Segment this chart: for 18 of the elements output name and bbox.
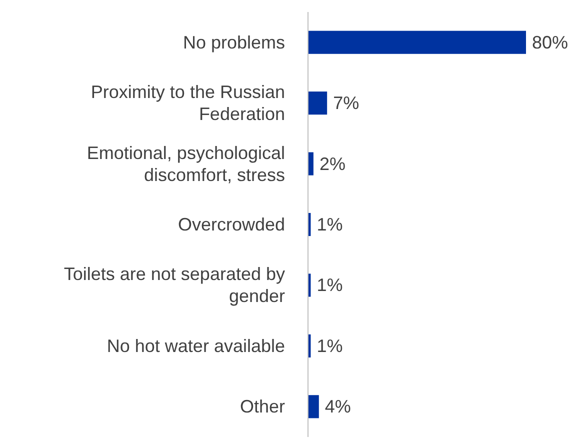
- y-tick-label: Other: [240, 396, 285, 417]
- bar: [308, 92, 328, 115]
- data-label: 80%: [532, 32, 568, 52]
- data-label: 7%: [333, 93, 360, 114]
- bar: [308, 152, 314, 176]
- data-label: 1%: [316, 275, 343, 296]
- y-tick-label: Proximity to the Russian Federation: [90, 82, 285, 124]
- y-tick-label: Overcrowded: [178, 214, 285, 234]
- y-tick-label: Toilets are not separated by gender: [64, 264, 285, 306]
- y-tick-label: No hot water available: [106, 336, 285, 356]
- data-label: 1%: [316, 214, 343, 234]
- y-tick-label: No problems: [182, 32, 285, 52]
- data-label: 1%: [316, 336, 343, 356]
- bar: [308, 30, 526, 54]
- bar: [308, 395, 319, 418]
- y-tick-label: Emotional, psychological discomfort, stress: [86, 142, 285, 185]
- data-label: 4%: [324, 396, 351, 417]
- data-label: 2%: [319, 154, 346, 174]
